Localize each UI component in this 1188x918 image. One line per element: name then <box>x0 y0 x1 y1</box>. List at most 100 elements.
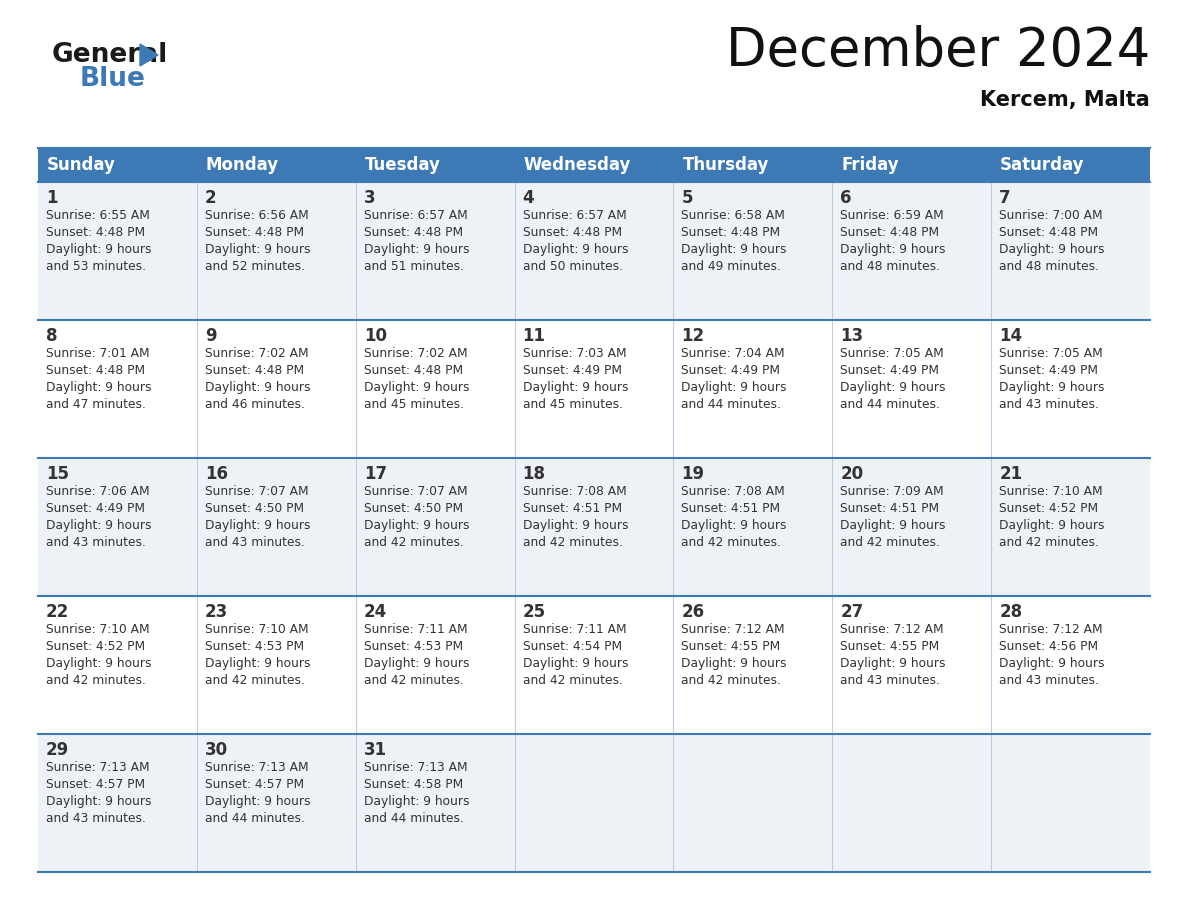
Text: Sunset: 4:49 PM: Sunset: 4:49 PM <box>523 364 621 377</box>
Text: Sunrise: 6:55 AM: Sunrise: 6:55 AM <box>46 209 150 222</box>
Text: Sunrise: 7:07 AM: Sunrise: 7:07 AM <box>364 485 467 498</box>
Text: Daylight: 9 hours: Daylight: 9 hours <box>682 657 786 670</box>
Text: Daylight: 9 hours: Daylight: 9 hours <box>204 243 310 256</box>
Text: Sunset: 4:48 PM: Sunset: 4:48 PM <box>840 226 940 239</box>
Text: Monday: Monday <box>206 156 279 174</box>
Text: 10: 10 <box>364 327 387 345</box>
Text: 20: 20 <box>840 465 864 483</box>
Text: Wednesday: Wednesday <box>524 156 631 174</box>
Text: Sunset: 4:48 PM: Sunset: 4:48 PM <box>999 226 1098 239</box>
Text: Daylight: 9 hours: Daylight: 9 hours <box>840 381 946 394</box>
Text: Sunrise: 7:08 AM: Sunrise: 7:08 AM <box>682 485 785 498</box>
Text: Sunset: 4:51 PM: Sunset: 4:51 PM <box>840 502 940 515</box>
Text: 27: 27 <box>840 603 864 621</box>
Text: Sunset: 4:57 PM: Sunset: 4:57 PM <box>46 778 145 791</box>
Text: 12: 12 <box>682 327 704 345</box>
Text: Sunset: 4:49 PM: Sunset: 4:49 PM <box>682 364 781 377</box>
Text: Sunrise: 7:13 AM: Sunrise: 7:13 AM <box>46 761 150 774</box>
Text: Sunrise: 7:05 AM: Sunrise: 7:05 AM <box>840 347 944 360</box>
Text: and 42 minutes.: and 42 minutes. <box>682 674 782 687</box>
Text: Sunrise: 7:12 AM: Sunrise: 7:12 AM <box>682 623 785 636</box>
Text: and 42 minutes.: and 42 minutes. <box>523 674 623 687</box>
Text: 14: 14 <box>999 327 1022 345</box>
Text: 24: 24 <box>364 603 387 621</box>
Text: Sunrise: 7:11 AM: Sunrise: 7:11 AM <box>364 623 467 636</box>
Text: Sunset: 4:48 PM: Sunset: 4:48 PM <box>204 364 304 377</box>
Text: Sunrise: 6:58 AM: Sunrise: 6:58 AM <box>682 209 785 222</box>
Text: Sunset: 4:48 PM: Sunset: 4:48 PM <box>204 226 304 239</box>
Text: Daylight: 9 hours: Daylight: 9 hours <box>46 795 152 808</box>
Text: and 52 minutes.: and 52 minutes. <box>204 260 305 273</box>
Text: Sunrise: 7:01 AM: Sunrise: 7:01 AM <box>46 347 150 360</box>
Text: Sunrise: 7:06 AM: Sunrise: 7:06 AM <box>46 485 150 498</box>
Text: and 44 minutes.: and 44 minutes. <box>364 812 463 825</box>
Text: 6: 6 <box>840 189 852 207</box>
Text: and 42 minutes.: and 42 minutes. <box>840 536 940 549</box>
Text: Sunset: 4:57 PM: Sunset: 4:57 PM <box>204 778 304 791</box>
Text: Sunrise: 7:12 AM: Sunrise: 7:12 AM <box>840 623 944 636</box>
Text: and 43 minutes.: and 43 minutes. <box>840 674 940 687</box>
Text: 5: 5 <box>682 189 693 207</box>
Text: Sunset: 4:50 PM: Sunset: 4:50 PM <box>364 502 463 515</box>
Text: and 42 minutes.: and 42 minutes. <box>364 536 463 549</box>
Text: Sunrise: 7:02 AM: Sunrise: 7:02 AM <box>204 347 309 360</box>
Text: Friday: Friday <box>841 156 899 174</box>
Text: Blue: Blue <box>80 66 146 92</box>
Text: Sunrise: 6:57 AM: Sunrise: 6:57 AM <box>523 209 626 222</box>
Text: and 42 minutes.: and 42 minutes. <box>999 536 1099 549</box>
Text: Sunrise: 7:03 AM: Sunrise: 7:03 AM <box>523 347 626 360</box>
Text: 26: 26 <box>682 603 704 621</box>
Text: Daylight: 9 hours: Daylight: 9 hours <box>46 381 152 394</box>
Text: Sunset: 4:48 PM: Sunset: 4:48 PM <box>46 226 145 239</box>
Bar <box>38 182 1150 320</box>
Text: Daylight: 9 hours: Daylight: 9 hours <box>999 381 1105 394</box>
Text: Sunday: Sunday <box>48 156 116 174</box>
Text: Kercem, Malta: Kercem, Malta <box>980 90 1150 110</box>
Text: Sunset: 4:58 PM: Sunset: 4:58 PM <box>364 778 463 791</box>
Text: Sunrise: 7:09 AM: Sunrise: 7:09 AM <box>840 485 944 498</box>
Text: Daylight: 9 hours: Daylight: 9 hours <box>204 795 310 808</box>
Bar <box>38 320 1150 458</box>
Text: Sunrise: 6:57 AM: Sunrise: 6:57 AM <box>364 209 467 222</box>
Text: Sunset: 4:48 PM: Sunset: 4:48 PM <box>46 364 145 377</box>
Text: Daylight: 9 hours: Daylight: 9 hours <box>682 519 786 532</box>
Text: 30: 30 <box>204 741 228 759</box>
Text: and 43 minutes.: and 43 minutes. <box>999 398 1099 411</box>
Text: Daylight: 9 hours: Daylight: 9 hours <box>204 519 310 532</box>
Polygon shape <box>140 44 158 66</box>
Text: and 45 minutes.: and 45 minutes. <box>364 398 463 411</box>
Text: Sunset: 4:49 PM: Sunset: 4:49 PM <box>46 502 145 515</box>
Text: Sunrise: 7:13 AM: Sunrise: 7:13 AM <box>204 761 309 774</box>
Text: Sunrise: 7:04 AM: Sunrise: 7:04 AM <box>682 347 785 360</box>
Text: and 53 minutes.: and 53 minutes. <box>46 260 146 273</box>
Text: Daylight: 9 hours: Daylight: 9 hours <box>46 243 152 256</box>
Text: Sunrise: 7:11 AM: Sunrise: 7:11 AM <box>523 623 626 636</box>
Text: Daylight: 9 hours: Daylight: 9 hours <box>364 795 469 808</box>
Text: and 51 minutes.: and 51 minutes. <box>364 260 463 273</box>
Text: Sunrise: 7:05 AM: Sunrise: 7:05 AM <box>999 347 1102 360</box>
Text: Daylight: 9 hours: Daylight: 9 hours <box>204 381 310 394</box>
Text: and 46 minutes.: and 46 minutes. <box>204 398 305 411</box>
Text: 16: 16 <box>204 465 228 483</box>
Text: Daylight: 9 hours: Daylight: 9 hours <box>204 657 310 670</box>
Text: Sunrise: 7:10 AM: Sunrise: 7:10 AM <box>999 485 1102 498</box>
Text: Sunrise: 6:59 AM: Sunrise: 6:59 AM <box>840 209 944 222</box>
Text: Daylight: 9 hours: Daylight: 9 hours <box>999 243 1105 256</box>
Text: Sunset: 4:54 PM: Sunset: 4:54 PM <box>523 640 621 653</box>
Text: Daylight: 9 hours: Daylight: 9 hours <box>840 243 946 256</box>
Text: Sunset: 4:55 PM: Sunset: 4:55 PM <box>682 640 781 653</box>
Text: and 44 minutes.: and 44 minutes. <box>682 398 782 411</box>
Text: Sunset: 4:49 PM: Sunset: 4:49 PM <box>840 364 940 377</box>
Bar <box>38 148 1150 182</box>
Text: and 42 minutes.: and 42 minutes. <box>364 674 463 687</box>
Text: Daylight: 9 hours: Daylight: 9 hours <box>523 243 628 256</box>
Text: and 43 minutes.: and 43 minutes. <box>46 812 146 825</box>
Text: and 43 minutes.: and 43 minutes. <box>46 536 146 549</box>
Text: Sunrise: 7:07 AM: Sunrise: 7:07 AM <box>204 485 309 498</box>
Text: Sunrise: 7:10 AM: Sunrise: 7:10 AM <box>204 623 309 636</box>
Text: 25: 25 <box>523 603 545 621</box>
Text: Daylight: 9 hours: Daylight: 9 hours <box>364 519 469 532</box>
Text: Daylight: 9 hours: Daylight: 9 hours <box>999 519 1105 532</box>
Text: Sunset: 4:52 PM: Sunset: 4:52 PM <box>46 640 145 653</box>
Text: Thursday: Thursday <box>682 156 769 174</box>
